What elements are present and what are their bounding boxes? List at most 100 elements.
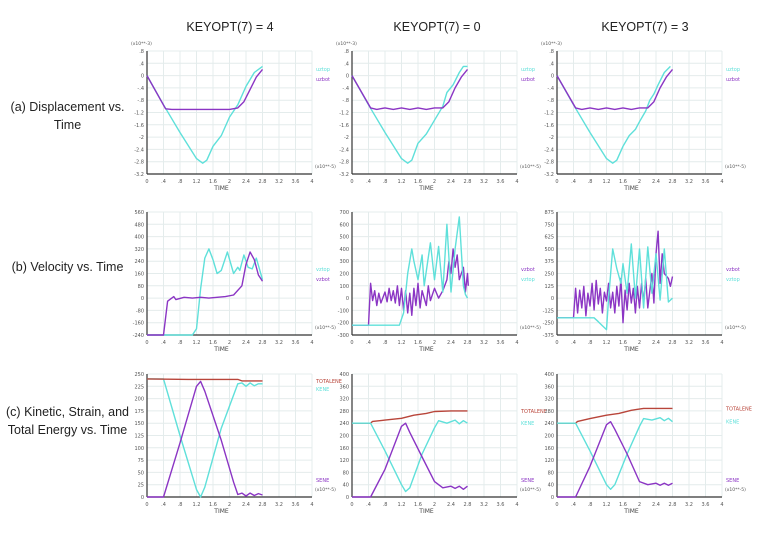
row-label-energy: (c) Kinetic, Strain, and Total Energy vs… [6, 405, 129, 437]
x-tick-label: 2.4 [447, 502, 455, 508]
y-tick-label: -.8 [342, 98, 349, 104]
x-tick-label: .4 [366, 340, 371, 346]
x-axis-label: TIME [213, 185, 229, 192]
x-tick-label: 0 [555, 179, 558, 185]
x-tick-label: 1.6 [414, 340, 422, 346]
x-unit-label: (x10**-5) [520, 487, 541, 493]
x-tick-label: 2 [228, 340, 231, 346]
x-tick-label: 2.4 [652, 179, 660, 185]
y-tick-label: 150 [134, 421, 144, 427]
y-tick-label: 360 [339, 384, 349, 390]
y-tick-label: 40 [343, 483, 349, 489]
y-tick-label: 0 [141, 495, 144, 501]
y-tick-label: 280 [544, 409, 554, 415]
x-unit-label: (x10**-5) [725, 487, 746, 493]
x-tick-label: 2 [433, 340, 436, 346]
y-tick-label: -2.4 [544, 147, 554, 153]
x-tick-label: 2.4 [242, 502, 250, 508]
x-tick-label: 3.6 [292, 340, 300, 346]
y-tick-label: 160 [134, 272, 144, 278]
y-tick-label: 125 [134, 434, 144, 440]
legend-entry-vzbot: vzbot [521, 267, 535, 273]
x-axis-label: TIME [623, 346, 639, 353]
y-tick-label: .4 [139, 61, 144, 67]
y-unit-label: (x10**-3) [541, 41, 562, 47]
y-tick-label: 50 [138, 470, 144, 476]
x-tick-label: 1.6 [414, 179, 422, 185]
legend-entry-totalene: TOTALENE [725, 406, 752, 412]
legend-entry-vzbot: vzbot [316, 277, 330, 283]
y-tick-label: 625 [544, 235, 554, 241]
y-tick-label: .8 [139, 49, 144, 55]
x-tick-label: 1.2 [193, 502, 201, 508]
x-tick-label: 2.8 [259, 340, 267, 346]
legend-entry-vztop: vztop [726, 277, 740, 283]
y-tick-label: -300 [338, 333, 349, 339]
x-tick-label: 1.2 [193, 179, 201, 185]
x-tick-label: 4 [310, 502, 313, 508]
x-tick-label: 4 [515, 502, 518, 508]
row-label-displacement: (a) Displacement vs. Time [10, 100, 125, 132]
series-line-uztop [146, 65, 263, 164]
y-tick-label: 100 [339, 284, 349, 290]
x-tick-label: 4 [310, 179, 313, 185]
x-unit-label: (x10**-5) [315, 325, 336, 331]
x-tick-label: 3.2 [685, 179, 693, 185]
y-tick-label: -.8 [137, 98, 144, 104]
chart-panel: 0 .4 .8 1.2 1.6 2 2.4 2.8 3.2 3.6 4 700 600 500 400 300… [338, 210, 541, 353]
x-tick-label: 1.2 [193, 340, 201, 346]
x-tick-label: .8 [178, 179, 183, 185]
x-axis-label: TIME [213, 346, 229, 353]
y-tick-label: 400 [134, 235, 144, 241]
y-tick-label: 80 [343, 470, 349, 476]
y-tick-label: -2 [344, 135, 349, 141]
series-line-uztop [556, 65, 671, 164]
x-tick-label: 2 [638, 502, 641, 508]
y-tick-label: -2.8 [339, 160, 349, 166]
y-tick-label: -250 [543, 321, 554, 327]
x-tick-label: 3.6 [497, 179, 505, 185]
y-tick-label: 0 [141, 296, 144, 302]
x-axis-label: TIME [418, 508, 434, 515]
y-tick-label: 120 [339, 458, 349, 464]
x-tick-label: 2 [228, 179, 231, 185]
x-tick-label: 3.2 [685, 502, 693, 508]
x-tick-label: 1.6 [619, 502, 627, 508]
x-axis-label: TIME [418, 185, 434, 192]
y-tick-label: 0 [346, 296, 349, 302]
x-tick-label: 3.6 [702, 502, 710, 508]
legend-entry-totalene: TOTALENE [520, 409, 547, 415]
x-tick-label: 3.6 [292, 502, 300, 508]
x-tick-label: 4 [720, 502, 723, 508]
y-tick-label: 500 [339, 235, 349, 241]
legend-entry-kene: KENE [521, 421, 534, 427]
x-tick-label: 3.6 [702, 340, 710, 346]
y-tick-label: 0 [551, 495, 554, 501]
y-tick-label: -2.4 [339, 147, 349, 153]
y-tick-label: -125 [543, 308, 554, 314]
y-tick-label: 250 [544, 272, 554, 278]
x-tick-label: .4 [161, 340, 166, 346]
legend-entry-vztop: vztop [316, 267, 330, 273]
y-unit-label: (x10**-3) [336, 41, 357, 47]
y-tick-label: 400 [544, 372, 554, 378]
x-tick-label: 2.8 [464, 179, 472, 185]
y-tick-label: .8 [549, 49, 554, 55]
series-line-totalene [146, 378, 263, 382]
x-unit-label: (x10**-5) [725, 325, 746, 331]
y-tick-label: 80 [138, 284, 144, 290]
y-tick-label: -.4 [137, 86, 144, 92]
x-tick-label: 3.2 [275, 179, 283, 185]
x-unit-label: (x10**-5) [520, 164, 541, 170]
x-axis-label: TIME [623, 508, 639, 515]
x-axis-label: TIME [418, 346, 434, 353]
x-tick-label: 3.2 [275, 502, 283, 508]
x-tick-label: 3.2 [685, 340, 693, 346]
x-tick-label: 1.6 [414, 502, 422, 508]
y-tick-label: -1.2 [134, 111, 144, 117]
y-tick-label: 240 [544, 421, 554, 427]
y-tick-label: -2.8 [544, 160, 554, 166]
series-line-uztop [351, 65, 468, 164]
y-tick-label: 750 [544, 222, 554, 228]
y-tick-label: 200 [339, 434, 349, 440]
